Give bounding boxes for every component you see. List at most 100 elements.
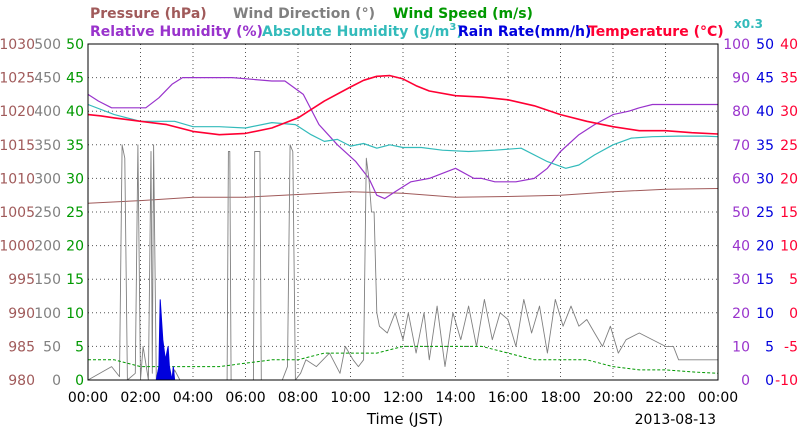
y-tick-label-wind-speed: 20	[66, 239, 84, 255]
legend-absolute-humidity: Absolute Humidity (g/m3)	[262, 22, 463, 40]
grid	[88, 44, 718, 380]
legend-abs-scale: x0.3	[734, 17, 763, 31]
y-tick-label-relative-humidity: 60	[732, 171, 750, 187]
x-tick-label: 12:00	[383, 390, 423, 406]
y-tick-label-absolute-humidity: 15	[756, 272, 774, 288]
x-tick-label: 04:00	[173, 390, 213, 406]
y-tick-label-relative-humidity: 80	[732, 104, 750, 120]
y-tick-label-relative-humidity: 50	[732, 205, 750, 221]
plot-frame	[87, 43, 719, 381]
legend-wind-direction: Wind Direction (°)	[233, 6, 375, 22]
axes-layer: 1030102510201015101010051000995990985980…	[0, 37, 798, 406]
y-tick-label-relative-humidity: 30	[732, 272, 750, 288]
x-tick-label: 16:00	[488, 390, 528, 406]
chart-date: 2013-08-13	[635, 412, 716, 428]
y-tick-label-relative-humidity: 100	[723, 37, 750, 53]
y-tick-label-wind-direction: 250	[34, 205, 61, 221]
y-tick-label-wind-direction: 400	[34, 104, 61, 120]
y-tick-label-absolute-humidity: 0	[765, 373, 774, 389]
x-tick-label: 20:00	[593, 390, 633, 406]
y-tick-label-absolute-humidity: 45	[756, 71, 774, 87]
y-tick-label-pressure: 1010	[0, 171, 35, 187]
y-tick-label-temperature: -10	[775, 373, 798, 389]
y-tick-label-pressure: 980	[8, 373, 35, 389]
y-tick-label-absolute-humidity: 30	[756, 171, 774, 187]
y-tick-label-absolute-humidity: 20	[756, 239, 774, 255]
y-tick-label-temperature: -5	[784, 339, 798, 355]
series-rain-rate	[155, 299, 176, 381]
y-tick-label-wind-direction: 100	[34, 306, 61, 322]
y-tick-label-absolute-humidity: 5	[765, 339, 774, 355]
y-tick-label-temperature: 0	[789, 306, 798, 322]
x-tick-label: 00:00	[698, 390, 738, 406]
legend-wind-speed: Wind Speed (m/s)	[393, 6, 533, 22]
y-tick-label-pressure: 990	[8, 306, 35, 322]
x-tick-label: 00:00	[68, 390, 108, 406]
y-tick-label-pressure: 985	[8, 339, 35, 355]
y-tick-label-temperature: 25	[780, 138, 798, 154]
legend-pressure: Pressure (hPa)	[90, 6, 207, 22]
y-tick-label-pressure: 995	[8, 272, 35, 288]
y-tick-label-wind-speed: 50	[66, 37, 84, 53]
y-tick-label-temperature: 20	[780, 171, 798, 187]
y-tick-label-wind-speed: 25	[66, 205, 84, 221]
y-tick-label-temperature: 30	[780, 104, 798, 120]
series-pressure	[87, 188, 719, 204]
series-layer	[87, 74, 719, 381]
y-tick-label-wind-speed: 45	[66, 71, 84, 87]
y-tick-label-temperature: 10	[780, 239, 798, 255]
y-tick-label-wind-direction: 500	[34, 37, 61, 53]
legend-relative-humidity: Relative Humidity (%)	[90, 24, 263, 40]
y-tick-label-wind-speed: 0	[75, 373, 84, 389]
x-tick-label: 18:00	[540, 390, 580, 406]
y-tick-label-wind-direction: 300	[34, 171, 61, 187]
y-tick-label-wind-direction: 50	[43, 339, 61, 355]
y-tick-label-relative-humidity: 20	[732, 306, 750, 322]
y-tick-label-pressure: 1025	[0, 71, 35, 87]
y-tick-label-wind-speed: 40	[66, 104, 84, 120]
y-tick-label-wind-speed: 10	[66, 306, 84, 322]
y-tick-label-pressure: 1020	[0, 104, 35, 120]
y-tick-label-absolute-humidity: 40	[756, 104, 774, 120]
y-tick-label-relative-humidity: 70	[732, 138, 750, 154]
y-tick-label-relative-humidity: 0	[741, 373, 750, 389]
series-absolute-humidity	[87, 103, 719, 169]
y-tick-label-pressure: 1005	[0, 205, 35, 221]
y-tick-label-relative-humidity: 40	[732, 239, 750, 255]
y-tick-label-temperature: 5	[789, 272, 798, 288]
y-tick-label-wind-direction: 0	[52, 373, 61, 389]
y-tick-label-wind-speed: 30	[66, 171, 84, 187]
x-axis-label: Time (JST)	[366, 410, 443, 428]
y-tick-label-temperature: 40	[780, 37, 798, 53]
y-tick-label-wind-direction: 200	[34, 239, 61, 255]
y-tick-label-pressure: 1000	[0, 239, 35, 255]
y-tick-label-pressure: 1015	[0, 138, 35, 154]
x-tick-label: 02:00	[120, 390, 160, 406]
y-tick-label-wind-direction: 450	[34, 71, 61, 87]
x-tick-label: 06:00	[225, 390, 265, 406]
y-tick-label-wind-speed: 5	[75, 339, 84, 355]
y-tick-label-absolute-humidity: 10	[756, 306, 774, 322]
x-tick-label: 22:00	[645, 390, 685, 406]
y-tick-label-wind-direction: 350	[34, 138, 61, 154]
series-relative-humidity	[87, 76, 718, 200]
y-tick-label-relative-humidity: 10	[732, 339, 750, 355]
y-tick-label-wind-direction: 150	[34, 272, 61, 288]
x-tick-label: 14:00	[435, 390, 475, 406]
y-tick-label-wind-speed: 35	[66, 138, 84, 154]
legend-temperature: Temperature (°C)	[588, 24, 724, 40]
y-tick-label-relative-humidity: 90	[732, 71, 750, 87]
y-tick-label-temperature: 15	[780, 205, 798, 221]
legend-rain-rate: Rain Rate(mm/h)	[458, 24, 591, 40]
x-tick-label: 10:00	[330, 390, 370, 406]
x-tick-label: 08:00	[278, 390, 318, 406]
y-tick-label-temperature: 35	[780, 71, 798, 87]
y-tick-label-absolute-humidity: 35	[756, 138, 774, 154]
y-tick-label-absolute-humidity: 50	[756, 37, 774, 53]
series-wind-speed	[88, 345, 719, 374]
series-temperature	[87, 74, 719, 136]
y-tick-label-wind-speed: 15	[66, 272, 84, 288]
y-tick-label-pressure: 1030	[0, 37, 35, 53]
y-tick-label-absolute-humidity: 25	[756, 205, 774, 221]
